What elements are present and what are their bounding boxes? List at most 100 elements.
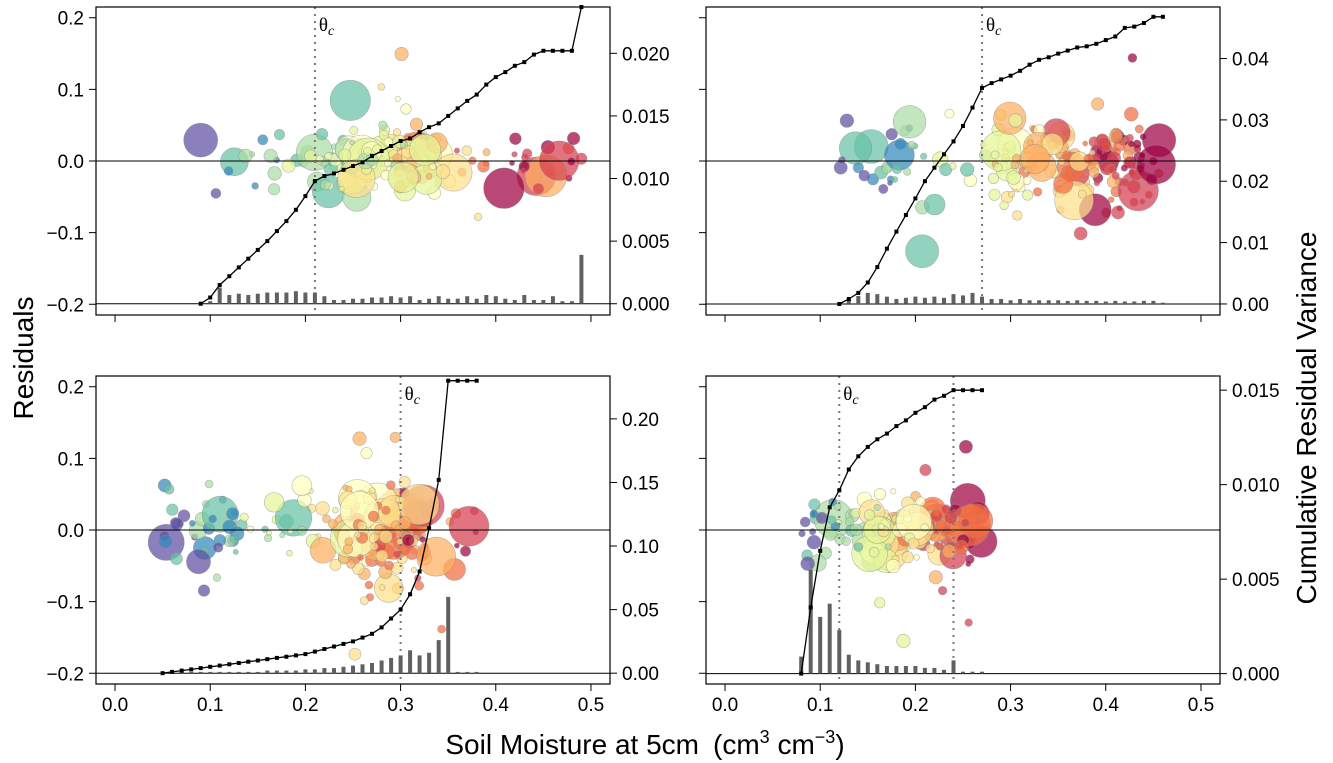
residual-point xyxy=(913,554,920,561)
y2-tick-label: 0.03 xyxy=(1232,111,1269,132)
residual-point xyxy=(1132,139,1142,149)
cumulative-variance-point xyxy=(246,256,251,261)
residual-point xyxy=(944,108,955,119)
variance-bar xyxy=(246,295,251,304)
residual-point xyxy=(960,162,975,177)
residual-point xyxy=(873,488,886,501)
variance-bar xyxy=(332,668,336,674)
variance-bar xyxy=(284,670,289,674)
residual-point xyxy=(833,502,842,511)
residual-point xyxy=(474,212,483,221)
cumulative-variance-point xyxy=(341,167,346,172)
cumulative-variance-point xyxy=(255,658,260,663)
residual-point xyxy=(385,480,396,491)
residual-point xyxy=(800,556,815,571)
residual-point xyxy=(170,517,184,531)
variance-bar xyxy=(417,300,422,304)
cumulative-variance-point xyxy=(170,669,175,674)
residual-point xyxy=(990,150,1000,160)
residual-point xyxy=(885,128,898,141)
residual-point xyxy=(509,160,515,166)
residual-point xyxy=(394,46,409,61)
residual-point xyxy=(896,633,911,648)
variance-bar xyxy=(951,660,956,674)
theta-c-label: θc xyxy=(405,384,421,408)
residual-point xyxy=(263,148,278,163)
residual-point xyxy=(1093,179,1101,187)
residual-point xyxy=(1113,139,1126,152)
residual-point xyxy=(324,152,333,161)
cumulative-variance-point xyxy=(389,144,394,148)
x-tick-label: 0.1 xyxy=(807,695,833,716)
residual-point xyxy=(1122,136,1128,143)
variance-bar xyxy=(274,670,279,674)
theta-subscript: c xyxy=(414,393,421,408)
cumulative-variance-point xyxy=(427,125,432,130)
cumulative-variance-point xyxy=(217,283,222,287)
residual-point xyxy=(342,543,354,555)
cumulative-variance-point xyxy=(332,171,336,176)
residual-point xyxy=(511,151,518,158)
cumulative-variance-point xyxy=(322,174,327,178)
variance-bar xyxy=(436,296,441,304)
variance-bar xyxy=(970,292,975,304)
residual-point xyxy=(901,551,914,564)
x-tick-label: 0.0 xyxy=(712,695,738,716)
residual-point xyxy=(954,539,969,555)
residual-point xyxy=(935,542,942,550)
residual-point xyxy=(315,155,324,163)
cumulative-variance-point xyxy=(417,130,422,135)
variance-bar xyxy=(474,671,479,674)
cumulative-variance-point xyxy=(856,290,861,295)
residual-point xyxy=(329,79,371,121)
residual-point xyxy=(941,531,947,537)
variance-bar xyxy=(417,655,422,674)
residual-point xyxy=(841,536,851,546)
cumulative-variance-point xyxy=(569,48,574,53)
variance-bar xyxy=(236,671,241,674)
residual-point xyxy=(204,479,214,489)
variance-bar xyxy=(217,287,222,304)
panel-bottom-left: θc 0.2 0.1 0.0 −0.1 −0.2 0.20 0.15 0.10 0.05 0.00 0… xyxy=(46,375,659,716)
cumulative-variance-point xyxy=(274,229,279,234)
cumulative-variance-point xyxy=(846,297,851,301)
y-tick-label: 0.2 xyxy=(58,378,84,399)
variance-bar xyxy=(512,300,517,304)
cumulative-variance-point xyxy=(293,207,298,212)
residual-point xyxy=(808,498,821,511)
residual-point xyxy=(186,549,211,575)
residual-point xyxy=(189,519,196,527)
theta-subscript: c xyxy=(328,24,335,39)
y2-tick-label: 0.000 xyxy=(622,295,670,316)
variance-bar xyxy=(503,298,508,304)
variance-bar xyxy=(1084,300,1089,304)
residual-point xyxy=(286,549,293,557)
residual-point xyxy=(384,560,394,571)
variance-bar xyxy=(312,292,317,304)
residual-point xyxy=(264,492,285,513)
residual-point xyxy=(890,488,897,495)
residual-point xyxy=(229,534,239,544)
variance-bar xyxy=(322,296,327,304)
cumulative-variance-point xyxy=(284,219,289,224)
residual-point xyxy=(798,529,806,538)
cumulative-variance-point xyxy=(865,444,870,449)
residual-point xyxy=(378,120,388,130)
variance-bar xyxy=(827,603,832,674)
variance-bar xyxy=(932,667,937,674)
variance-bar xyxy=(856,296,861,304)
variance-bar xyxy=(208,301,213,304)
cumulative-variance-point xyxy=(932,165,937,170)
variance-bar xyxy=(408,296,413,304)
variance-bar xyxy=(341,300,346,304)
panel-bottom-right: θc 0.015 0.010 0.005 0.000 0.0 0.1 0.2 0.3 0.4 0.5 xyxy=(699,375,1280,716)
residual-point xyxy=(1062,150,1072,160)
theta-symbol: θ xyxy=(319,15,328,36)
variance-bar xyxy=(303,292,308,304)
cumulative-variance-point xyxy=(408,592,413,597)
cumulative-variance-point xyxy=(370,631,374,636)
residual-point xyxy=(273,129,285,141)
residual-point xyxy=(239,512,249,522)
variance-bar xyxy=(531,300,536,304)
residual-point xyxy=(238,148,253,163)
